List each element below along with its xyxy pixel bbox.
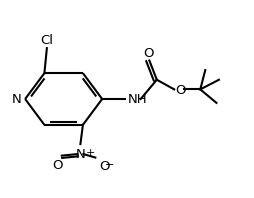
Text: Cl: Cl (40, 34, 53, 47)
Text: O: O (176, 84, 186, 97)
Text: O: O (100, 160, 110, 173)
Text: O: O (143, 47, 153, 60)
Text: −: − (104, 160, 114, 170)
Text: +: + (86, 148, 96, 158)
Text: NH: NH (128, 92, 147, 106)
Text: N: N (12, 92, 21, 106)
Text: O: O (52, 159, 62, 171)
Text: N: N (75, 148, 85, 161)
